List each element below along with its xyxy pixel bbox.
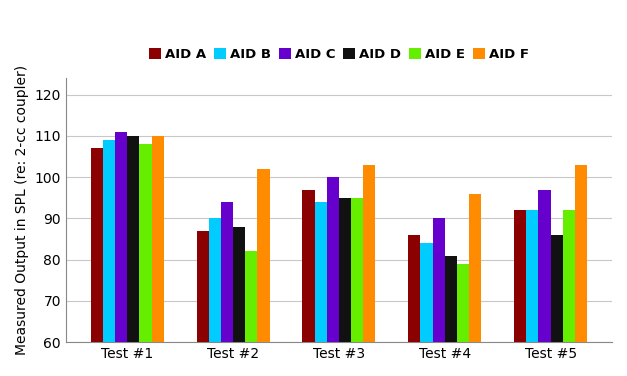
Bar	[197, 231, 209, 376]
Bar	[351, 198, 363, 376]
Bar	[551, 235, 563, 376]
Bar	[445, 256, 457, 376]
Bar	[91, 148, 103, 376]
Bar	[363, 165, 376, 376]
Bar	[327, 177, 339, 376]
Bar	[139, 144, 152, 376]
Bar	[469, 194, 482, 376]
Bar	[433, 218, 445, 376]
Bar	[115, 132, 127, 376]
Bar	[514, 210, 526, 376]
Y-axis label: Measured Output in SPL (re: 2-cc coupler): Measured Output in SPL (re: 2-cc coupler…	[15, 65, 29, 355]
Bar	[421, 243, 433, 376]
Bar	[315, 202, 327, 376]
Bar	[526, 210, 539, 376]
Bar	[575, 165, 587, 376]
Bar	[539, 190, 551, 376]
Legend: AID A, AID B, AID C, AID D, AID E, AID F: AID A, AID B, AID C, AID D, AID E, AID F	[147, 45, 531, 64]
Bar	[339, 198, 351, 376]
Bar	[233, 227, 245, 376]
Bar	[221, 202, 233, 376]
Bar	[152, 136, 164, 376]
Bar	[563, 210, 575, 376]
Bar	[103, 140, 115, 376]
Bar	[302, 190, 315, 376]
Bar	[209, 218, 221, 376]
Bar	[457, 264, 469, 376]
Bar	[408, 235, 421, 376]
Bar	[245, 252, 258, 376]
Bar	[127, 136, 139, 376]
Bar	[258, 169, 270, 376]
